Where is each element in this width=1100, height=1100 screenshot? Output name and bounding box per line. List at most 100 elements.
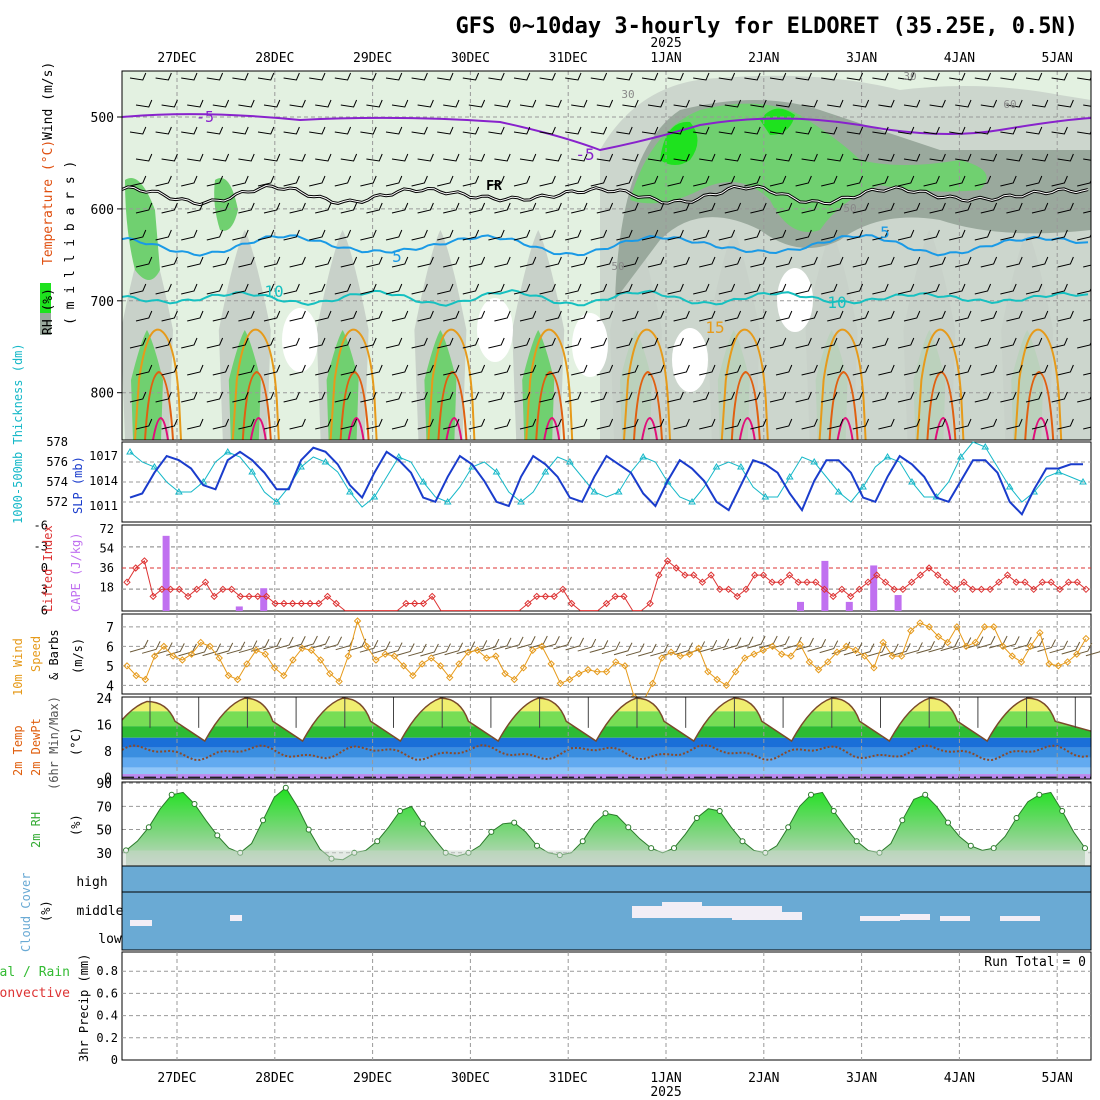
wind-barb	[263, 310, 281, 322]
wind-barb	[955, 310, 972, 322]
wind-barb	[795, 229, 812, 241]
label-precip-axis: 3hr Precip (mm)	[77, 954, 91, 1062]
lifted-point	[733, 592, 741, 601]
surface-wind-barb	[867, 643, 887, 657]
wind-barb	[289, 418, 306, 430]
wind-barb	[878, 256, 895, 268]
lifted-point	[707, 571, 715, 579]
wind-barb	[795, 72, 812, 81]
label-slp: SLP (mb)	[71, 456, 85, 514]
label-cape: CAPE (J/kg)	[69, 533, 83, 612]
wind-barb	[846, 175, 864, 187]
wind-barb	[417, 202, 434, 214]
wind-barb	[827, 418, 844, 430]
wind-barb	[897, 229, 915, 241]
wind-speed-point	[777, 650, 786, 658]
lifted-point	[184, 592, 192, 601]
surface-wind-barb	[710, 638, 730, 652]
wind-barb	[360, 391, 377, 403]
lifted-point	[288, 599, 297, 608]
wind-barb	[980, 256, 998, 268]
lifted-point	[132, 564, 140, 572]
wind-barb	[622, 256, 639, 268]
wind-barb	[161, 202, 178, 214]
wind-barb	[923, 283, 940, 295]
rh-point	[1059, 808, 1066, 814]
thickness-point	[1005, 483, 1014, 490]
lifted-point	[210, 592, 218, 601]
wind-barb	[315, 310, 332, 322]
date-label-bottom: 31DEC	[549, 1071, 588, 1086]
lifted-point	[820, 585, 829, 594]
rh-point	[1036, 791, 1043, 798]
wind-barb	[1057, 418, 1074, 430]
wind-barb	[929, 202, 946, 214]
lifted-point	[175, 585, 184, 594]
rh-dry-pocket	[282, 308, 318, 372]
wind-barb	[181, 391, 198, 403]
label-rh2m: 2m RH	[29, 812, 43, 848]
wind-barb	[974, 391, 992, 403]
thickness-point	[370, 493, 379, 500]
wind-barb	[385, 391, 403, 403]
wind-barb	[878, 364, 895, 376]
wind-barb	[647, 418, 665, 430]
wind-barb	[718, 175, 736, 187]
surface-wind-barb	[1061, 641, 1081, 655]
lifted-point	[541, 592, 550, 601]
thickness-point	[590, 488, 599, 495]
wind-speed-point	[224, 671, 233, 680]
pressure-tick-label: 600	[91, 203, 114, 218]
rh-band-green	[228, 330, 261, 440]
wind-barb	[724, 256, 742, 268]
wind-barb	[135, 99, 153, 108]
wind-barb	[724, 153, 742, 162]
surface-wind-barb	[771, 636, 790, 649]
wind-barb	[571, 310, 588, 322]
wind-barb	[903, 418, 921, 430]
wind-speed-point	[1082, 634, 1090, 643]
wind-barb	[852, 310, 870, 322]
lifted-point	[245, 592, 253, 601]
wind-barb	[513, 337, 531, 349]
rh-point	[739, 838, 746, 845]
wind-barb	[539, 229, 556, 241]
wind-barb	[232, 391, 249, 403]
wind-speed-point	[206, 642, 214, 651]
surface-wind-barb	[916, 641, 935, 654]
wind-barb	[437, 391, 454, 403]
wind-barb	[462, 126, 480, 135]
temp-contour-5	[122, 234, 1089, 257]
wind-barb	[1083, 372, 1091, 376]
wind-barb	[155, 126, 172, 135]
wind-barb	[1006, 202, 1023, 214]
wind-barb	[519, 364, 537, 376]
lifted-point	[140, 557, 149, 565]
wind-barb	[309, 229, 326, 241]
contour-label: FR	[486, 179, 502, 194]
wind-barb	[232, 283, 249, 295]
wind-speed-point	[298, 644, 306, 653]
cape-tick-label: 18	[100, 581, 114, 595]
wind-barb	[238, 364, 255, 376]
wind-barb	[750, 153, 767, 162]
wind-barb	[846, 126, 864, 135]
wind-barb	[724, 99, 742, 108]
wind-barb	[667, 337, 684, 349]
wind-barb	[955, 99, 972, 108]
rh-area	[126, 787, 1085, 866]
wind-barb	[135, 418, 153, 430]
wind-barb	[693, 337, 710, 349]
contour-label: 10	[827, 293, 846, 312]
wind-barb	[872, 72, 889, 81]
surface-wind-barb	[807, 639, 827, 652]
wind-barb	[693, 175, 710, 187]
thickness-tick-label: 574	[46, 475, 68, 489]
lifted-point	[942, 578, 951, 586]
wind-barb	[846, 391, 864, 403]
wind-barb	[545, 153, 562, 162]
slp-tick-label: 1011	[89, 499, 118, 513]
wind-speed-point	[1008, 652, 1016, 660]
wind-barb	[263, 364, 281, 376]
wind-barb	[385, 72, 403, 81]
